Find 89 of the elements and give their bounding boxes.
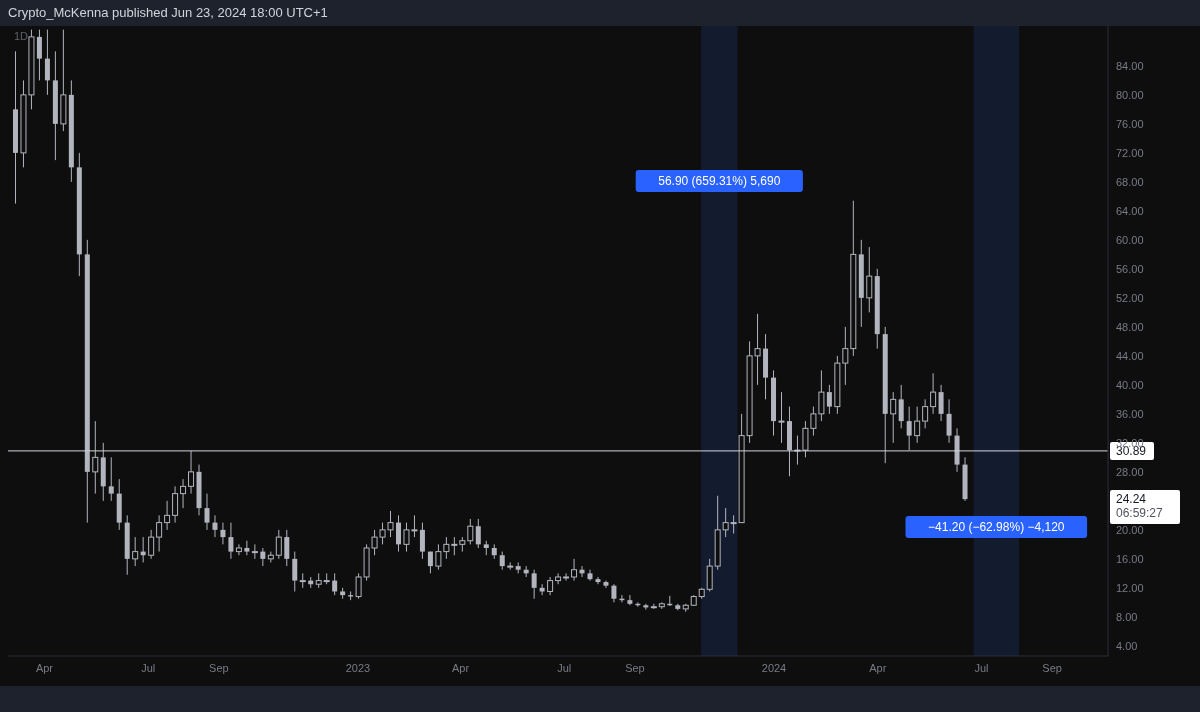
candlestick [228,522,234,560]
candlestick [643,603,649,611]
candlestick [92,420,99,495]
x-tick-label: 2023 [345,661,371,674]
x-tick-label: Jul [141,661,156,674]
x-tick-label: Sep [625,661,645,674]
candlestick [244,540,250,556]
candlestick [587,569,593,582]
x-tick-label: Apr [35,661,54,674]
candlestick [204,493,210,531]
candlestick [930,372,937,415]
measure-tag: 56.90 (659.31%) 5,690 [635,170,803,192]
candlestick [938,384,944,422]
x-tick-label: Apr [451,661,470,674]
candlestick [611,583,617,603]
y-tick-label: 40.00 [1116,378,1144,391]
y-tick-label: 12.00 [1116,581,1144,594]
band-label: 56.90 (659.31%) 5,690 [658,174,781,188]
candlestick [164,500,171,531]
x-tick-label: Sep [1042,661,1062,674]
y-tick-label: 84.00 [1116,59,1144,72]
candlestick [292,551,298,592]
candlestick [396,514,401,553]
candlestick [898,384,904,429]
candlestick [172,485,179,524]
y-tick-label: 4.00 [1116,639,1138,652]
measure-tag: −41.20 (−62.98%) −4,120 [905,516,1088,538]
y-tick-label: 52.00 [1116,291,1144,304]
candlestick [922,398,929,429]
candlestick [332,572,338,596]
y-tick-label: 76.00 [1116,117,1144,130]
y-tick-label: 48.00 [1116,320,1144,333]
candlestick [555,572,562,585]
candlestick [571,558,578,582]
candlestick [531,569,537,600]
candlestick [890,391,897,444]
candlestick [467,518,474,545]
y-tick-label: 44.00 [1116,349,1144,362]
candlestick [906,406,912,451]
candlestick [275,529,282,560]
candlestick [36,29,42,81]
y-tick-label: 60.00 [1116,233,1144,246]
candlestick [866,246,873,313]
chart-subtitle: 1D [14,30,29,42]
candlestick [284,529,290,567]
y-tick-label: 8.00 [1116,610,1138,623]
candlestick [563,572,570,582]
candlestick [499,551,505,571]
y-tick-label: 28.00 [1116,465,1144,478]
x-tick-label: Apr [869,661,887,674]
x-tick-label: Jul [974,661,989,674]
candlestick [260,547,266,567]
candlestick [475,518,481,549]
candlestick [826,384,832,415]
candlestick [108,456,114,502]
candlestick [188,450,195,495]
x-tick-label: 2024 [761,661,787,674]
candlestick [706,558,713,592]
y-tick-label: 80.00 [1116,88,1144,101]
y-tick-label: 16.00 [1116,552,1144,565]
candlestick [156,514,163,553]
candlestick [132,536,139,567]
candlestick [180,478,187,509]
x-tick-label: Sep [209,661,229,674]
candlestick [946,398,952,444]
candlestick [299,572,306,589]
y-tick-label: 68.00 [1116,175,1144,188]
candlestick [220,522,226,545]
text: 06:59:27 [1116,506,1164,521]
y-tick-label: 64.00 [1116,204,1144,217]
candlestick [595,576,601,585]
chart-title: Crypto_McKenna published Jun 23, 2024 18:00 UTC+1 [7,4,329,22]
candlestick [44,29,50,96]
candlestick [212,514,218,538]
candlestick [914,406,921,444]
text: 24.24 [1116,492,1147,507]
y-tick-label: 72.00 [1116,146,1144,159]
candlestick [251,543,258,560]
x-tick-label: Jul [557,661,572,674]
candlestick [419,522,425,560]
candlestick [235,543,242,556]
candlestick [547,576,554,596]
y-tick-label: 20.00 [1116,523,1144,536]
y-tick-label: 36.00 [1116,407,1144,420]
y-tick-label: 56.00 [1116,262,1144,275]
candlestick [627,594,633,606]
band-label: −41.20 (−62.98%) −4,120 [928,520,1065,534]
candlestick [778,391,785,444]
candlestick [148,529,155,560]
